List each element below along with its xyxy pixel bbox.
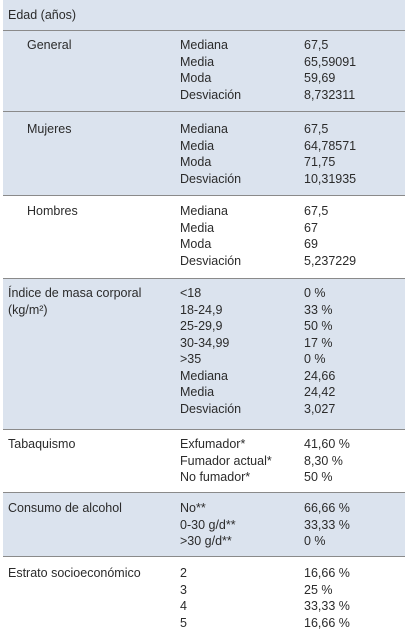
bmi-row: Índice de masa corporal (kg/m²) <18 18-2… [3,279,405,430]
stat-name: >35 [180,352,202,366]
stat-name: 2 [180,566,187,580]
stat-value: 24,66 [304,368,336,383]
stat-value: 25 % [304,582,333,597]
age-men-row: Hombres Mediana Media Moda Desviación 67… [3,196,405,279]
ses-row: Estrato socioeconómico 2 3 4 5 16,66 % 2… [3,557,405,640]
stat-name: Media [180,138,215,153]
stat-name: Mediana [180,122,228,136]
stat-name: 18-24,9 [180,302,223,317]
stat-value: 64,78571 [304,138,357,153]
stat-name: 25-29,9 [180,319,223,333]
stat-value: 71,75 [304,155,336,169]
smoking-label: Tabaquismo [8,437,76,451]
stat-name: Desviación [180,171,242,186]
stat-name: Media [180,385,215,399]
stat-value: 8,732311 [304,87,356,102]
general-stat-names: Mediana Media Moda Desviación [180,37,241,103]
women-stat-values: 67,5 64,78571 71,75 10,31935 [304,121,356,187]
stat-value: 50 % [304,470,333,484]
alcohol-stat-values: 66,66 % 33,33 % 0 % [304,500,350,550]
group-label-women: Mujeres [27,122,72,136]
age-general-row: General Mediana Media Moda Desviación 67… [3,31,405,112]
stat-value: 59,69 [304,71,336,85]
group-label-men: Hombres [27,204,78,218]
stat-name: 3 [180,582,187,597]
group-label-general: General [27,38,72,52]
stat-value: 67 [304,220,318,235]
age-header: Edad (años) [8,8,77,22]
bmi-stat-values: 0 % 33 % 50 % 17 % 0 % 24,66 24,42 3,027 [304,285,335,417]
demographics-table: Edad (años) General Mediana Media Moda D… [3,0,405,640]
stat-value: 66,66 % [304,501,350,515]
stat-name: Moda [180,155,212,169]
stat-value: 0 % [304,352,326,366]
alcohol-row: Consumo de alcohol No** 0-30 g/d** >30 g… [3,493,405,557]
stat-name: Media [180,54,215,69]
stat-name: Mediana [180,38,228,52]
smoking-stat-names: Exfumador* Fumador actual* No fumador* [180,436,272,486]
women-stat-names: Mediana Media Moda Desviación [180,121,241,187]
bmi-label: Índice de masa corporal (kg/m²) [8,285,141,318]
smoking-row: Tabaquismo Exfumador* Fumador actual* No… [3,430,405,493]
stat-value: 67,5 [304,122,329,136]
alcohol-label: Consumo de alcohol [8,501,122,515]
smoking-stat-values: 41,60 % 8,30 % 50 % [304,436,350,486]
stat-value: 33,33 % [304,517,350,532]
stat-value: 41,60 % [304,437,350,451]
age-header-row: Edad (años) [3,0,405,31]
stat-name: Desviación [180,253,242,268]
stat-name: Media [180,220,215,235]
men-stat-names: Mediana Media Moda Desviación [180,203,241,269]
stat-value: 8,30 % [304,453,343,468]
bmi-label-line2: (kg/m²) [8,302,48,317]
stat-name: 5 [180,615,187,630]
stat-value: 5,237229 [304,253,357,268]
bmi-stat-names: <18 18-24,9 25-29,9 30-34,99 >35 Mediana… [180,285,241,417]
stat-value: 0 % [304,534,326,548]
stat-value: 0 % [304,286,326,300]
stat-name: >30 g/d** [180,534,232,548]
stat-name: No** [180,501,206,515]
stat-value: 50 % [304,319,333,333]
stat-value: 10,31935 [304,171,357,186]
general-stat-values: 67,5 65,59091 59,69 8,732311 [304,37,356,103]
stat-value: 33 % [304,302,333,317]
stat-name: <18 [180,286,202,300]
stat-name: Mediana [180,368,228,383]
bmi-label-line1: Índice de masa corporal [8,286,142,300]
stat-value: 24,42 [304,385,336,399]
stat-name: Exfumador* [180,437,246,451]
stat-name: 0-30 g/d** [180,517,236,532]
alcohol-stat-names: No** 0-30 g/d** >30 g/d** [180,500,236,550]
men-stat-values: 67,5 67 69 5,237229 [304,203,356,269]
stat-name: 30-34,99 [180,335,230,350]
ses-stat-names: 2 3 4 5 [180,565,187,631]
stat-value: 65,59091 [304,54,357,69]
stat-name: 4 [180,599,187,613]
stat-name: Desviación [180,401,242,416]
stat-value: 17 % [304,335,333,350]
stat-value: 33,33 % [304,599,350,613]
stat-value: 3,027 [304,401,336,416]
stat-value: 16,66 % [304,566,350,580]
stat-name: Moda [180,237,212,251]
stat-value: 67,5 [304,38,329,52]
ses-stat-values: 16,66 % 25 % 33,33 % 16,66 % [304,565,350,631]
stat-name: Moda [180,71,212,85]
stat-name: No fumador* [180,470,251,484]
stat-name: Desviación [180,87,242,102]
ses-label: Estrato socioeconómico [8,566,141,580]
stat-name: Fumador actual* [180,453,272,468]
stat-name: Mediana [180,204,228,218]
stat-value: 67,5 [304,204,329,218]
stat-value: 16,66 % [304,615,350,630]
age-women-row: Mujeres Mediana Media Moda Desviación 67… [3,112,405,196]
stat-value: 69 [304,237,318,251]
